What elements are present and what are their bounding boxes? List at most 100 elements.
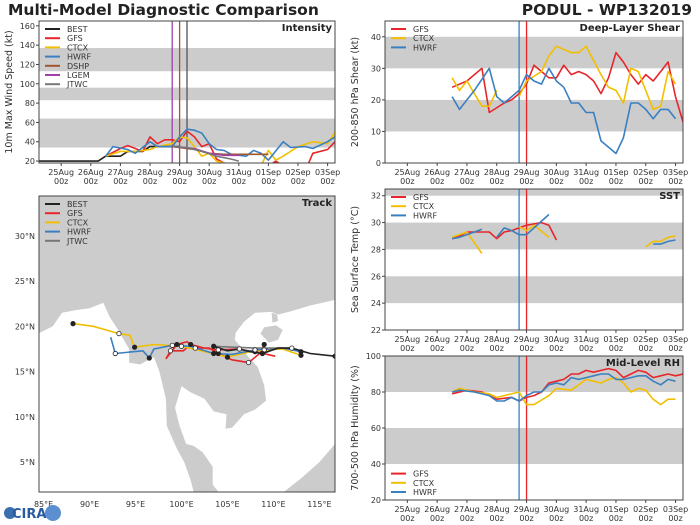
x-tick-label: 25Aug: [394, 168, 420, 177]
x-tick-label: 28Aug: [484, 505, 510, 514]
track-position-marker: [211, 343, 217, 349]
map-frame: [38, 195, 336, 493]
shade-band: [385, 99, 683, 132]
storm-title: PODUL - WP132019: [522, 1, 692, 19]
y-tick-label: 32: [371, 192, 381, 201]
x-tick-label: 00z: [490, 514, 504, 523]
shade-band: [385, 356, 683, 392]
legend-label: LGEM: [67, 71, 90, 80]
x-tick-label: 03Sep: [663, 168, 688, 177]
track-position-marker: [167, 348, 174, 354]
y-axis-label: 200-850 hPa Shear (kt): [350, 37, 361, 147]
x-tick-label: 00z: [579, 344, 593, 353]
hainan-land: [260, 325, 283, 343]
y-tick-label: 100: [366, 352, 381, 361]
y-tick-label: 30: [371, 64, 381, 73]
track-position-marker: [252, 347, 258, 353]
legend-label: GFS: [413, 193, 429, 202]
legend-label: HWRF: [413, 43, 437, 52]
borneo-land: [283, 444, 335, 492]
panel-title: SST: [659, 191, 680, 202]
x-tick-label: 29Aug: [514, 168, 540, 177]
x-tick-label: 30Aug: [543, 335, 569, 344]
x-tick-label: 00z: [639, 344, 653, 353]
y-tick-label: 40: [25, 138, 35, 147]
x-tick-label: 00z: [54, 177, 68, 186]
x-tick-label: 00z: [639, 514, 653, 523]
y-tick-label: 10: [371, 127, 381, 136]
legend-label: HWRF: [413, 488, 437, 497]
x-tick-label: 00z: [490, 344, 504, 353]
y-tick-label: 20: [371, 496, 381, 505]
lon-tick-label: 95°E: [126, 500, 145, 509]
track-position-marker: [245, 359, 252, 366]
x-tick-label: 00z: [549, 344, 563, 353]
x-tick-label: 00z: [400, 344, 414, 353]
x-tick-label: 03Sep: [315, 168, 340, 177]
lon-tick-label: 115°E: [307, 500, 331, 509]
shade-band: [385, 222, 683, 250]
legend-label: HWRF: [413, 211, 437, 220]
y-tick-label: 20: [25, 157, 35, 166]
x-tick-label: 27Aug: [107, 168, 133, 177]
lat-tick-label: 5°N: [20, 458, 35, 467]
y-tick-label: 160: [20, 22, 35, 31]
x-tick-label: 00z: [202, 177, 216, 186]
x-tick-label: 00z: [430, 514, 444, 523]
lat-tick-label: 15°N: [15, 368, 35, 377]
x-tick-label: 00z: [609, 514, 623, 523]
y-tick-label: 22: [371, 326, 381, 335]
legend-label: CTCX: [67, 218, 89, 227]
x-tick-label: 02Sep: [285, 168, 310, 177]
x-tick-label: 00z: [549, 177, 563, 186]
x-tick-label: 00z: [668, 344, 682, 353]
map-area: [39, 196, 335, 492]
x-tick-label: 00z: [579, 177, 593, 186]
legend-label: CTCX: [413, 34, 435, 43]
x-tick-label: 25Aug: [394, 335, 420, 344]
x-tick-label: 31Aug: [573, 505, 599, 514]
y-tick-label: 26: [371, 272, 381, 281]
panel-intensity: 2040608010012014016025Aug00z26Aug00z27Au…: [4, 20, 340, 186]
y-axis-label: 700-500 hPa Humidity (%): [350, 365, 361, 490]
x-tick-label: 00z: [609, 177, 623, 186]
x-tick-label: 30Aug: [543, 505, 569, 514]
track-position-marker: [169, 342, 175, 348]
logo-globe-icon: [4, 507, 16, 519]
x-tick-label: 00z: [320, 177, 334, 186]
lon-tick-label: 90°E: [80, 500, 99, 509]
x-tick-label: 02Sep: [633, 168, 658, 177]
track-position-marker: [192, 345, 198, 351]
x-tick-label: 26Aug: [424, 168, 450, 177]
south-china-sea: [175, 299, 335, 492]
x-tick-label: 00z: [460, 514, 474, 523]
series-line-hwrf: [451, 373, 676, 402]
x-tick-label: 00z: [143, 177, 157, 186]
track-position-marker: [298, 349, 304, 355]
series-line-gfs: [451, 51, 683, 123]
y-tick-label: 140: [20, 41, 35, 50]
panel-track: 85°E 90°E 95°E 100°E 105°E 110°E 115°E 5°N 10°N 1…: [15, 195, 336, 509]
y-tick-label: 100: [20, 80, 35, 89]
lat-tick-label: 20°N: [15, 322, 35, 331]
x-tick-label: 02Sep: [633, 335, 658, 344]
x-tick-label: 03Sep: [663, 505, 688, 514]
x-tick-label: 27Aug: [454, 505, 480, 514]
series-line-best: [39, 145, 180, 162]
plot-area: [39, 21, 335, 163]
track-position-marker: [215, 347, 221, 353]
x-tick-label: 25Aug: [48, 168, 74, 177]
x-tick-label: 25Aug: [394, 505, 420, 514]
x-tick-label: 00z: [113, 177, 127, 186]
x-tick-label: 00z: [261, 177, 275, 186]
x-tick-label: 29Aug: [167, 168, 193, 177]
x-tick-label: 00z: [668, 514, 682, 523]
track-position-marker: [146, 355, 152, 361]
x-tick-label: 01Sep: [256, 168, 281, 177]
legend-label: GFS: [67, 209, 83, 218]
x-tick-label: 00z: [291, 177, 305, 186]
lat-tick-label: 30°N: [15, 232, 35, 241]
legend-label: BEST: [67, 200, 88, 209]
x-tick-label: 00z: [172, 177, 186, 186]
